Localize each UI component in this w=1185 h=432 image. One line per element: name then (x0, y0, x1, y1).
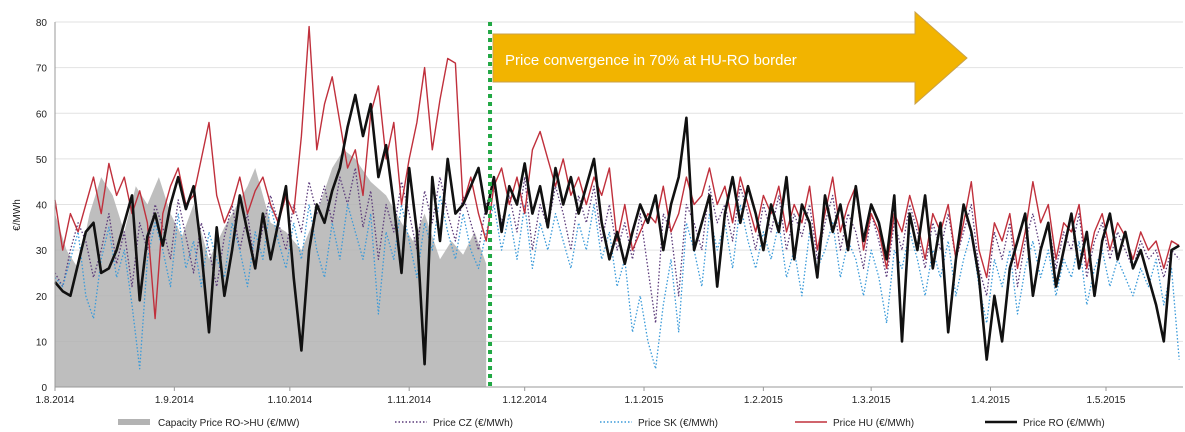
series-price-sk-mwh (54, 194, 1180, 370)
x-tick-label: 1.12.2014 (502, 395, 547, 406)
series-price-ro-mwh (54, 93, 1180, 366)
x-tick-label: 1.1.2015 (625, 395, 664, 406)
annotation-text: Price convergence in 70% at HU-RO border (505, 52, 797, 69)
x-tick-label: 1.3.2015 (852, 395, 891, 406)
y-tick-label: 60 (36, 109, 48, 120)
x-tick-label: 1.11.2014 (387, 395, 431, 406)
arrow-shape (492, 10, 968, 106)
legend-label: Capacity Price RO->HU (€/MW) (158, 418, 299, 429)
y-tick-label: 40 (36, 201, 48, 212)
legend-swatch (118, 419, 150, 425)
x-tick-label: 1.8.2014 (36, 395, 75, 406)
y-tick-label: 20 (36, 292, 48, 303)
series-capacity-price-ro-hu-mw (55, 149, 487, 387)
y-tick-label: 80 (36, 18, 48, 29)
x-tick-label: 1.2.2015 (744, 395, 783, 406)
legend-label: Price HU (€/MWh) (833, 418, 914, 429)
y-axis-label: €/MWh (12, 199, 23, 231)
x-tick-label: 1.4.2015 (971, 395, 1010, 406)
series-price-cz-mwh (54, 167, 1180, 324)
annotation-arrow: Price convergence in 70% at HU-RO border (492, 10, 968, 106)
legend-label: Price RO (€/MWh) (1023, 418, 1105, 429)
y-tick-label: 70 (36, 64, 48, 75)
series-layer (54, 25, 1180, 387)
y-tick-label: 0 (41, 383, 47, 394)
legend-label: Price SK (€/MWh) (638, 418, 718, 429)
legend: Capacity Price RO->HU (€/MW) Price CZ (€/… (118, 418, 1105, 429)
series-price-hu-mwh (54, 25, 1180, 320)
y-tick-label: 30 (36, 246, 48, 257)
legend-label: Price CZ (€/MWh) (433, 418, 513, 429)
y-tick-labels: 0 10 20 30 40 50 60 70 80 (36, 18, 48, 394)
x-tick-label: 1.5.2015 (1087, 395, 1126, 406)
y-tick-label: 50 (36, 155, 48, 166)
x-tick-labels: 1.8.2014 1.9.2014 1.10.2014 1.11.2014 1.12.2… (36, 387, 1126, 406)
axes (54, 22, 1183, 388)
y-tick-label: 10 (36, 337, 48, 348)
x-tick-label: 1.9.2014 (155, 395, 194, 406)
x-tick-label: 1.10.2014 (268, 395, 313, 406)
